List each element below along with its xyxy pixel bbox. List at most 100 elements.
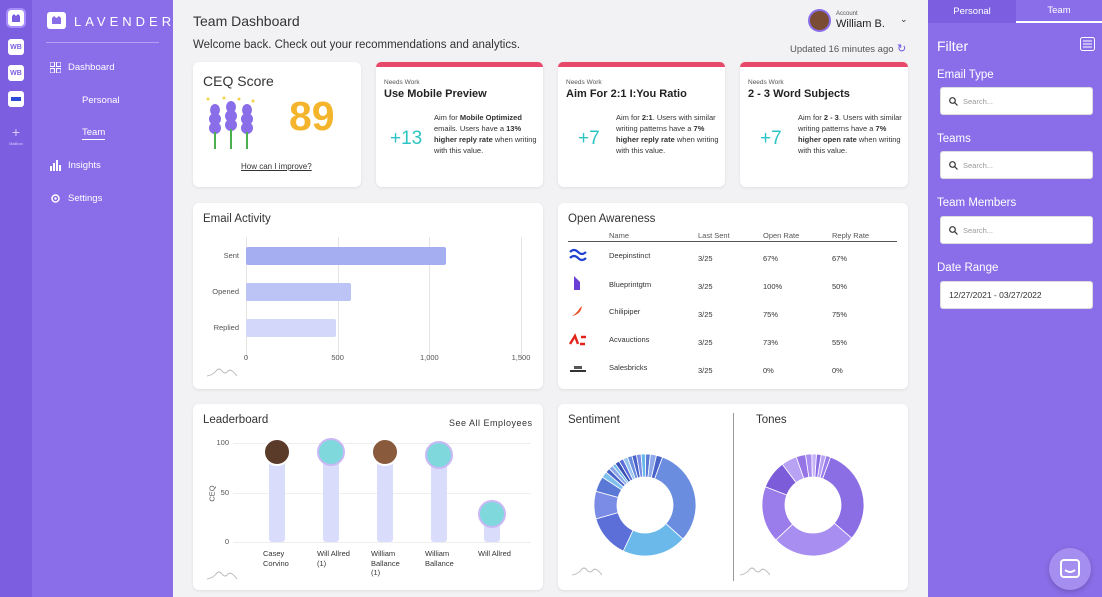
x-tick-label: 0 [243,353,249,362]
search-placeholder: Search... [963,225,994,235]
employee-avatar[interactable] [263,437,291,466]
recommendation-card[interactable]: Needs Work Aim For 2:1 I:You Ratio +7 Ai… [558,62,725,187]
workspace-icon[interactable]: WB [8,65,24,81]
category-label: Replied [213,323,239,332]
header-divider [568,241,897,242]
y-tick-label: 0 [224,537,229,546]
blueprintgtm-logo-icon [574,276,580,290]
company-name: Deepinstinct [609,251,651,260]
company-name: Chilipiper [609,307,641,316]
date-range-input[interactable]: 12/27/2021 - 03/27/2022 [940,281,1093,309]
donut-slice[interactable] [650,454,664,480]
date-range-label: Date Range [937,262,999,274]
workspace-icon[interactable]: WB [8,39,24,55]
main-content: Team Dashboard Welcome back. Check out y… [173,0,928,597]
chevron-down-icon[interactable]: ⌄ [900,14,908,24]
filter-settings-icon[interactable] [1080,37,1095,51]
employee-avatar[interactable] [371,437,399,466]
reply-rate: 67% [832,254,848,263]
deepinstinct-logo-icon [569,248,587,262]
email-type-label: Email Type [937,69,994,81]
gridline [233,542,531,543]
divider [733,413,734,581]
company-name: Blueprintgtm [609,280,652,289]
employee-avatar[interactable] [478,500,506,529]
gridline [521,237,522,359]
x-tick-label: 1,500 [511,353,531,362]
donut-slice[interactable] [822,456,865,539]
x-tick-label: 500 [331,353,344,362]
column-header: Name [609,231,630,240]
see-all-employees-link[interactable]: See All Employees [449,418,533,428]
recommendation-title: Use Mobile Preview [384,88,487,100]
employee-name: Casey Corvino [263,549,289,568]
lavender-logo-icon [47,12,66,29]
y-axis-label: CEQ [207,485,217,502]
page-title: Team Dashboard [193,13,300,29]
chilipiper-logo-icon [572,306,582,316]
sidebar-item-label: Settings [68,193,103,204]
sidebar-subitem-team[interactable]: Team [82,127,106,140]
last-sent: 3/25 [698,282,713,291]
improve-link[interactable]: How can I improve? [241,162,312,171]
y-tick-label: 50 [220,487,229,497]
updated-timestamp: Updated 16 minutes ago [790,44,894,55]
recommendation-card[interactable]: Needs Work Use Mobile Preview +13 Aim fo… [376,62,543,187]
leaderboard-card: Leaderboard See All Employees 0 50 100 CEQ C… [193,404,543,590]
reply-rate: 50% [832,282,848,291]
tab-team[interactable]: Team [1016,0,1102,23]
avatar [808,9,831,32]
needs-work-bar [740,62,908,67]
search-icon [949,96,958,106]
company-name: Salesbricks [609,363,648,372]
sidebar-item-dashboard[interactable]: Dashboard [50,62,114,73]
bar[interactable] [246,283,352,301]
sparkline-icon [207,571,237,580]
sparkline-icon [207,368,237,377]
teams-search-input[interactable]: Search... [940,151,1093,179]
sidebar-item-insights[interactable]: Insights [50,160,101,171]
sentiment-title: Sentiment [568,414,620,426]
donut-slice[interactable] [819,455,832,480]
bar[interactable] [246,247,446,265]
sidebar-item-label: Dashboard [68,62,115,73]
lavender-app-icon[interactable] [6,8,26,28]
tab-personal[interactable]: Personal [928,0,1016,23]
employee-avatar[interactable] [425,440,453,469]
y-tick-label: 100 [216,438,229,447]
bar-chart-icon [50,160,61,171]
gear-icon [51,194,60,203]
recommendation-card[interactable]: Needs Work 2 - 3 Word Subjects +7 Aim fo… [740,62,908,187]
category-label: Opened [212,287,239,296]
leaderboard-title: Leaderboard [203,414,269,426]
filter-title: Filter [937,38,969,54]
employee-name: William Ballance [425,549,454,568]
acvauctions-logo-icon [568,333,586,346]
email-type-search-input[interactable]: Search... [940,87,1093,115]
sidebar-subitem-personal[interactable]: Personal [82,95,120,106]
chat-launcher-button[interactable] [1049,548,1091,590]
brand-name: LAVENDER [74,14,176,29]
column-header: Reply Rate [832,231,870,240]
sidebar-item-settings[interactable]: Settings [50,193,102,204]
add-mailbox-label: Mailbox [9,141,23,146]
mail-icon[interactable] [8,91,24,107]
tones-title: Tones [756,414,787,426]
leaderboard-bar [269,453,285,542]
recommendation-value: +7 [760,128,782,149]
employee-avatar[interactable] [317,437,345,466]
divider [46,42,159,43]
leaderboard-bar [431,456,447,542]
category-label: Sent [223,251,239,260]
dashboard-icon [50,62,61,73]
refresh-icon[interactable]: ↻ [897,43,907,55]
account-name: William B. [836,18,885,30]
reply-rate: 75% [832,310,848,319]
lavender-plant-icon [206,96,255,149]
open-rate: 0% [763,366,774,375]
bar[interactable] [246,319,336,337]
reply-rate: 55% [832,338,848,347]
team-members-search-input[interactable]: Search... [940,216,1093,244]
add-icon[interactable]: + [11,124,21,140]
leaderboard-bar [377,453,393,542]
